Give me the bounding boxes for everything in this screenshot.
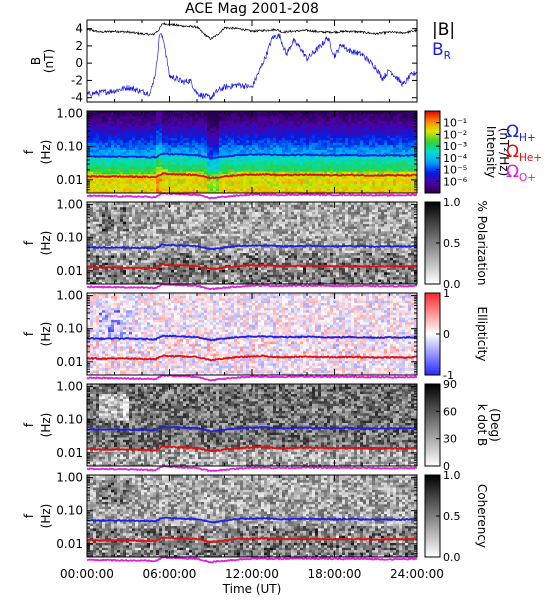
- gyrofrequency-line-O-plus: [87, 375, 417, 380]
- y-tick-label: 0.01: [56, 537, 83, 551]
- legend-b-r: BR: [432, 40, 452, 62]
- y-axis-unit: (Hz): [39, 140, 53, 165]
- y-tick-label: 1.00: [56, 380, 83, 394]
- x-tick-label: 06:00:00: [143, 567, 197, 581]
- colorbar-tick-label: 1.0: [443, 469, 461, 482]
- y-tick-label: 1.00: [56, 107, 83, 121]
- legends: ΩH+ΩHe+ΩO+: [506, 122, 542, 184]
- legend-H-plus: ΩH+: [506, 122, 536, 144]
- colorbar-tick-label: 0.5: [443, 237, 461, 250]
- legend-b-total: |B|: [432, 20, 455, 40]
- colorbar-tick-label: 1.0: [443, 196, 461, 209]
- y-axis-label: f: [22, 240, 36, 245]
- y-tick-label: 0.01: [56, 264, 83, 278]
- panel-coherency: 1.00 0.10 0.01 f (Hz) 1.0 0.5 0.0 Coherency: [22, 469, 489, 564]
- y-tick-label: 0: [75, 56, 83, 70]
- y-tick-label: 4: [75, 22, 83, 36]
- y-tick-label: -4: [71, 91, 83, 105]
- x-tick-label: 24:00:00: [390, 567, 444, 581]
- y-tick-label: 0.10: [56, 504, 83, 518]
- y-tick-label: 1.00: [56, 198, 83, 212]
- spectrogram-image: [87, 111, 417, 193]
- y-axis-label: B: [29, 57, 43, 65]
- panel-percent-polarization: 1.000.100.01f (Hz)1.00.50.0% Polarization: [22, 196, 489, 291]
- colorbar-tick-label: 0: [443, 328, 450, 341]
- y-tick-label: 1.00: [56, 289, 83, 303]
- colorbar-unit: (Deg): [488, 408, 502, 442]
- colorbar-tick-label: 1: [443, 287, 450, 300]
- legend-He-plus: ΩHe+: [506, 142, 542, 164]
- y-tick-label: 0.10: [56, 140, 83, 154]
- spectrogram-image: [87, 202, 417, 284]
- colorbar-tick-label: 10⁻⁶: [443, 175, 468, 188]
- colorbar-tick-label: 30: [443, 433, 457, 446]
- colorbar-label: Coherency: [475, 484, 489, 548]
- y-axis-label: f: [22, 422, 36, 427]
- panel-power-spectral-density: 1.000.100.01f (Hz)10⁻¹10⁻²10⁻³10⁻⁴10⁻⁵10⁻…: [22, 107, 511, 199]
- colorbar-label: k dot B: [475, 404, 489, 446]
- colorbar-tick-label: 60: [443, 405, 457, 418]
- colorbar-scale: [425, 111, 440, 193]
- y-axis-label: f: [22, 149, 36, 154]
- x-tick-label: 00:00:00: [60, 567, 114, 581]
- x-tick-label: 18:00:00: [308, 567, 362, 581]
- spectrogram-image: [87, 475, 417, 557]
- spectrogram-image: [87, 384, 417, 466]
- y-tick-label: 0.01: [56, 446, 83, 460]
- y-axis-unit: (Hz): [39, 231, 53, 256]
- y-axis-unit: (Hz): [39, 322, 53, 347]
- y-axis-unit: (Hz): [39, 504, 53, 529]
- colorbar: 1.0 0.5 0.0 Coherency: [425, 469, 489, 564]
- gyrofrequency-line-O-plus: [87, 466, 417, 471]
- x-axis-label: Time (UT): [222, 582, 282, 596]
- y-tick-label: 1.00: [56, 471, 83, 485]
- panel-magnetic-field: 4 2 0 -2 -4 B (nT) |B|BR: [29, 20, 455, 105]
- x-tick-label: 12:00:00: [225, 567, 279, 581]
- colorbar-tick-label: 0.0: [443, 551, 461, 564]
- colorbar-tick-label: 0.5: [443, 510, 461, 523]
- colorbar-label: Ellipticity: [475, 307, 489, 362]
- colorbar-label: Intensity: [484, 126, 498, 178]
- y-tick-label: 0.10: [56, 322, 83, 336]
- gyrofrequency-line-O-plus: [87, 557, 417, 562]
- y-axis-unit: (Hz): [39, 413, 53, 438]
- y-axis-label: f: [22, 513, 36, 518]
- panels: 420-2-4B (nT)|B|BR1.000.100.01f (Hz)10⁻¹10…: [22, 20, 511, 564]
- gyrofrequency-line-O-plus: [87, 284, 417, 289]
- colorbar-scale: [425, 384, 440, 466]
- colorbar-tick-label: 90: [443, 378, 457, 391]
- colorbar: 1.00.50.0% Polarization: [425, 196, 489, 291]
- gyrofrequency-line-O-plus: [87, 193, 417, 198]
- y-tick-label: 0.01: [56, 173, 83, 187]
- y-axis-unit: (nT): [42, 49, 56, 73]
- spectrogram-image: [87, 293, 417, 375]
- y-tick-label: 0.01: [56, 355, 83, 369]
- colorbar-label: % Polarization: [475, 201, 489, 286]
- y-axis-label: f: [22, 331, 36, 336]
- y-tick-label: 0.10: [56, 231, 83, 245]
- legend-O-plus: ΩO+: [506, 162, 536, 184]
- y-tick-label: 0.10: [56, 413, 83, 427]
- y-tick-label: -2: [71, 73, 83, 87]
- figure-title: ACE Mag 2001-208: [185, 1, 319, 17]
- y-tick-label: 2: [75, 39, 83, 53]
